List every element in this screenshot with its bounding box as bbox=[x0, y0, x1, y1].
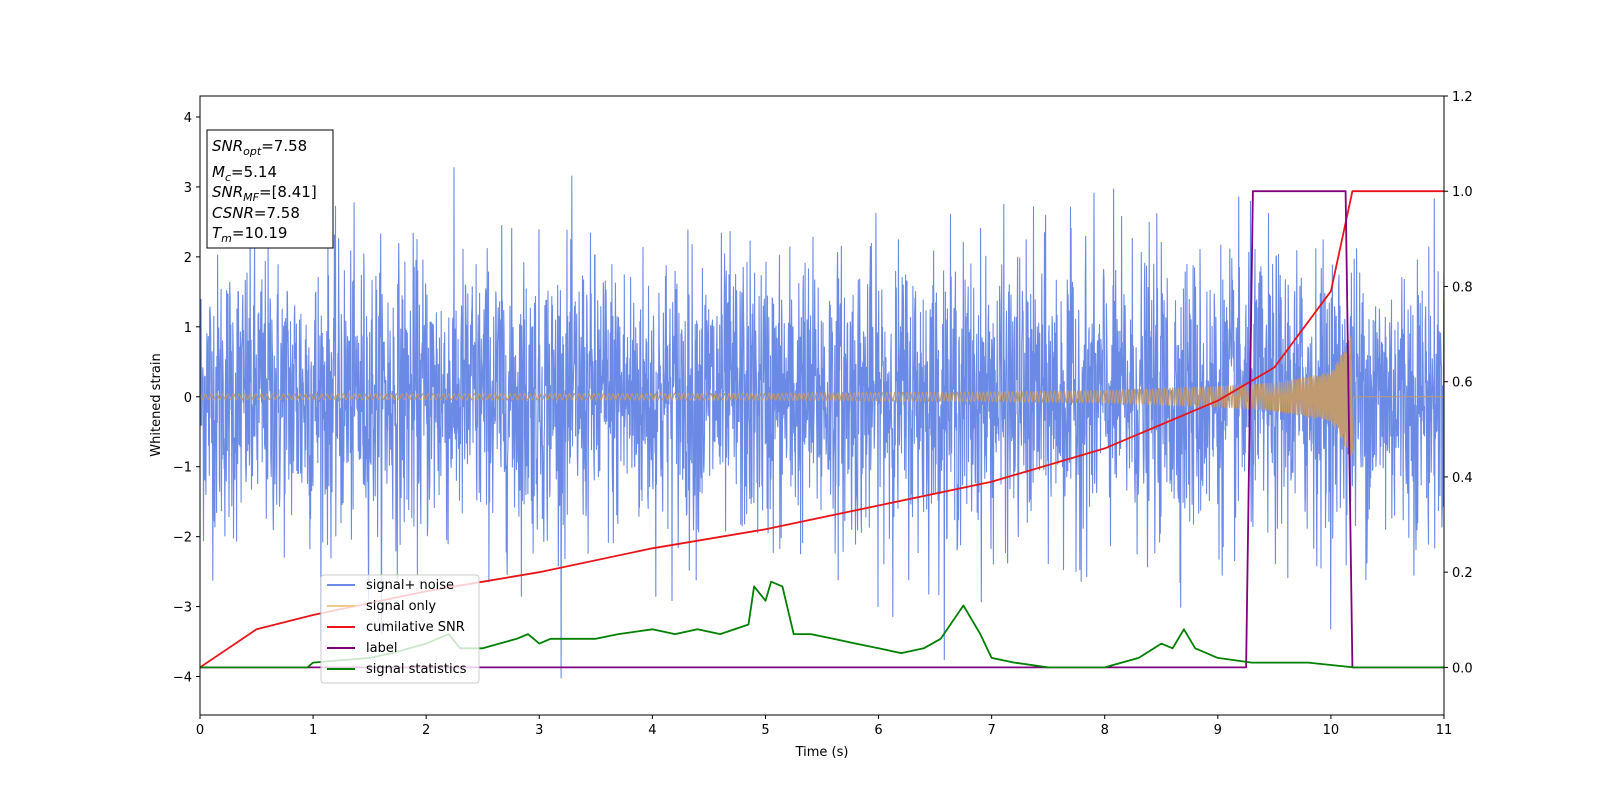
plot-frame bbox=[199, 95, 1445, 716]
annotation-frame bbox=[206, 129, 334, 249]
annotation-csnr: CSNR=7.58 bbox=[212, 204, 300, 222]
x-tick-label-7: 7 bbox=[987, 723, 995, 738]
y2-tick-label-2: 0.4 bbox=[1452, 471, 1473, 486]
y-tick-label-3: −1 bbox=[173, 461, 192, 476]
y2-tick-label-6: 1.2 bbox=[1452, 90, 1473, 105]
ticks-layer: 0 1 2 3 4 5 6 7 8 9 10 11 −4 −3 −2 −1 0 1 2 3 4 0.0 0.2 0.4 0.6 0… bbox=[173, 90, 1473, 738]
x-tick-label-5: 5 bbox=[761, 723, 769, 738]
x-tick-label-10: 10 bbox=[1323, 723, 1340, 738]
y-axis-label: Whitened strain bbox=[149, 353, 164, 456]
annotation-snr-opt: SNRopt=7.58 bbox=[212, 137, 307, 158]
legend-frame bbox=[320, 574, 480, 684]
y-tick-label-7: 3 bbox=[184, 181, 192, 196]
annotation-snr-mf: SNRMF=[8.41] bbox=[212, 183, 317, 204]
x-tick-label-9: 9 bbox=[1214, 723, 1222, 738]
legend-label-signal-statistics: signal statistics bbox=[366, 662, 467, 677]
annotation-tm: Tm=10.19 bbox=[212, 224, 287, 245]
annotation-box: SNRopt=7.58 Mc=5.14 SNRMF=[8.41] CSNR=7.… bbox=[206, 129, 334, 249]
y-tick-label-2: −2 bbox=[173, 531, 192, 546]
x-tick-label-3: 3 bbox=[535, 723, 543, 738]
y-tick-label-1: −3 bbox=[173, 601, 192, 616]
x-tick-label-8: 8 bbox=[1101, 723, 1109, 738]
y-tick-label-5: 1 bbox=[184, 321, 192, 336]
x-tick-label-2: 2 bbox=[422, 723, 430, 738]
legend: signal+ noise signal only cumilative SNR… bbox=[320, 574, 480, 684]
x-tick-label-11: 11 bbox=[1436, 723, 1453, 738]
y-tick-label-8: 4 bbox=[184, 111, 192, 126]
legend-label-cumulative-snr: cumilative SNR bbox=[366, 620, 465, 635]
legend-label-signal-only: signal only bbox=[366, 599, 436, 614]
x-tick-label-1: 1 bbox=[309, 723, 317, 738]
series-signal-noise bbox=[200, 167, 1444, 679]
legend-label-label: label bbox=[366, 641, 397, 656]
x-axis-label: Time (s) bbox=[795, 745, 849, 760]
annotation-mc: Mc=5.14 bbox=[212, 163, 277, 184]
y-tick-label-4: 0 bbox=[184, 391, 192, 406]
legend-label-signal-noise: signal+ noise bbox=[366, 578, 454, 593]
x-tick-label-6: 6 bbox=[874, 723, 882, 738]
x-tick-label-0: 0 bbox=[196, 723, 204, 738]
y2-tick-label-1: 0.2 bbox=[1452, 566, 1473, 581]
series-signal-only bbox=[200, 336, 1444, 457]
x-tick-label-4: 4 bbox=[648, 723, 656, 738]
y2-tick-label-0: 0.0 bbox=[1452, 661, 1473, 676]
y2-tick-label-5: 1.0 bbox=[1452, 185, 1473, 200]
y-tick-label-6: 2 bbox=[184, 251, 192, 266]
y2-tick-label-3: 0.6 bbox=[1452, 376, 1473, 391]
y2-tick-label-4: 0.8 bbox=[1452, 280, 1473, 295]
y-tick-label-0: −4 bbox=[173, 671, 192, 686]
